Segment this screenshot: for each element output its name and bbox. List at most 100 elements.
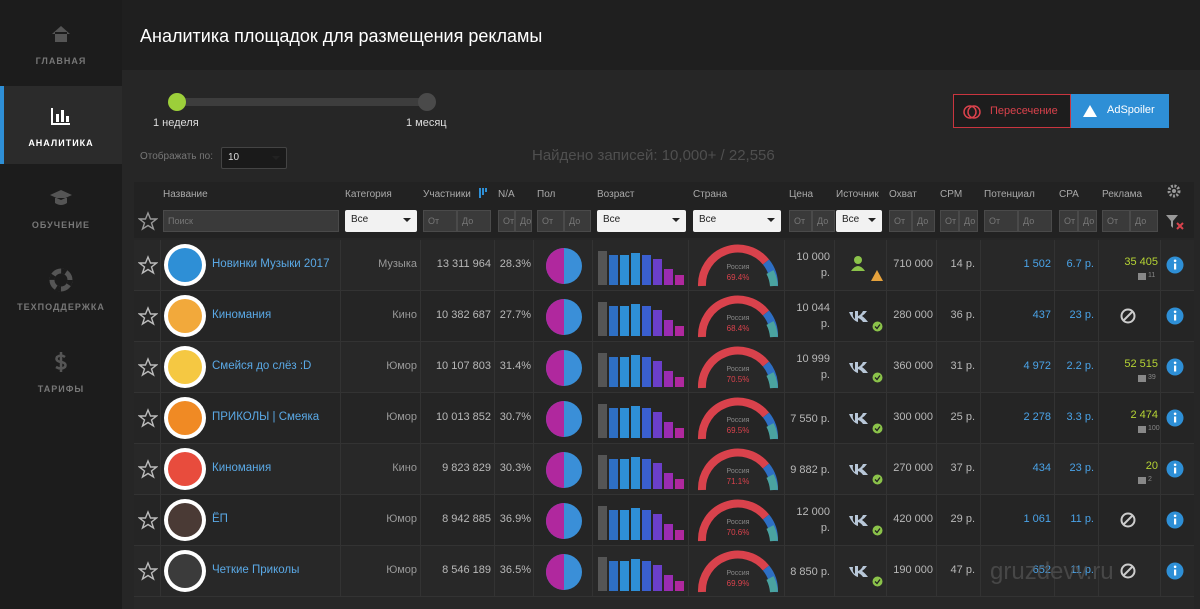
country-name: Россия bbox=[726, 264, 750, 271]
cell-border bbox=[340, 546, 341, 597]
column-header[interactable]: Цена bbox=[789, 189, 814, 200]
category: Кино bbox=[392, 462, 417, 474]
country-share: 70.6% bbox=[726, 528, 750, 537]
filter-from[interactable]: От bbox=[498, 210, 515, 232]
nav-label[interactable]: ГЛАВНАЯ bbox=[35, 56, 87, 66]
nav-label[interactable]: АНАЛИТИКА bbox=[28, 138, 94, 148]
filter-from[interactable]: От bbox=[1059, 210, 1078, 232]
info-button[interactable] bbox=[1166, 409, 1184, 427]
column-header[interactable]: Возраст bbox=[597, 189, 635, 200]
group-name[interactable]: Киномания bbox=[212, 462, 272, 474]
filter-from[interactable]: От bbox=[1102, 210, 1130, 232]
cell-border bbox=[886, 342, 887, 393]
filter-from[interactable]: От bbox=[889, 210, 912, 232]
adspoiler-button[interactable]: AdSpoiler bbox=[1071, 94, 1169, 128]
cell-border bbox=[1054, 342, 1055, 393]
country-share: 69.9% bbox=[726, 579, 750, 588]
filter-select[interactable]: Все bbox=[597, 210, 686, 232]
cell-border bbox=[834, 393, 835, 444]
info-button[interactable] bbox=[1166, 256, 1184, 274]
info-button[interactable] bbox=[1166, 511, 1184, 529]
source-vk bbox=[849, 464, 868, 475]
category: Юмор bbox=[386, 564, 417, 576]
group-name[interactable]: ПРИКОЛЫ | Смеяка bbox=[212, 411, 320, 423]
filter-to[interactable]: До bbox=[912, 210, 935, 232]
column-header[interactable]: Категория bbox=[345, 189, 392, 200]
engagement: 28.3% bbox=[499, 258, 531, 270]
group-name[interactable]: Четкие Приколы bbox=[212, 564, 300, 576]
period-end-label: 1 месяц bbox=[406, 117, 447, 129]
column-header[interactable]: Участники bbox=[423, 189, 471, 200]
intersection-button[interactable]: Пересечение bbox=[953, 94, 1071, 128]
cell-border bbox=[980, 495, 981, 546]
cell-border bbox=[936, 240, 937, 291]
filter-from[interactable]: От bbox=[537, 210, 564, 232]
avatar bbox=[164, 499, 206, 541]
age-bars bbox=[598, 353, 684, 387]
period-end[interactable] bbox=[418, 93, 436, 111]
cell-border bbox=[1054, 546, 1055, 597]
filter-to[interactable]: До bbox=[1018, 210, 1052, 232]
nav-icon bbox=[50, 190, 72, 205]
filter-to[interactable]: До bbox=[457, 210, 491, 232]
page-size-select[interactable]: 10 bbox=[221, 147, 287, 169]
filter-to[interactable]: До bbox=[1130, 210, 1158, 232]
column-header[interactable]: Источник bbox=[836, 189, 879, 200]
cell-border bbox=[494, 546, 495, 597]
members: 9 823 829 bbox=[442, 462, 491, 474]
filter-select[interactable]: Все bbox=[693, 210, 781, 232]
cell-border bbox=[784, 444, 785, 495]
cell-border bbox=[886, 393, 887, 444]
cell-border bbox=[420, 240, 421, 291]
cell-border bbox=[1098, 393, 1099, 444]
filter-to[interactable]: До bbox=[1078, 210, 1097, 232]
filter-to[interactable]: До bbox=[564, 210, 591, 232]
column-header[interactable]: Пол bbox=[537, 189, 556, 200]
column-header[interactable]: Охват bbox=[889, 189, 917, 200]
column-header[interactable]: Название bbox=[163, 189, 208, 200]
cell-border bbox=[1160, 291, 1161, 342]
cell-border bbox=[1098, 495, 1099, 546]
nav-label[interactable]: ОБУЧЕНИЕ bbox=[31, 220, 91, 230]
cell-border bbox=[784, 291, 785, 342]
column-header[interactable]: Потенциал bbox=[984, 189, 1035, 200]
filter-from[interactable]: От bbox=[940, 210, 959, 232]
cell-border bbox=[494, 495, 495, 546]
group-name[interactable]: Смейся до слёз :D bbox=[212, 360, 312, 372]
info-button[interactable] bbox=[1166, 460, 1184, 478]
adspoiler-icon bbox=[1083, 105, 1097, 117]
page-size-label: Отображать по: bbox=[140, 151, 214, 162]
group-name[interactable]: ЁП bbox=[212, 513, 228, 525]
column-header[interactable]: CPA bbox=[1059, 189, 1079, 200]
info-button[interactable] bbox=[1166, 358, 1184, 376]
filter-select[interactable]: Все bbox=[836, 210, 882, 232]
column-header[interactable]: N/A bbox=[498, 189, 515, 200]
cell-border bbox=[1054, 240, 1055, 291]
cell-border bbox=[533, 240, 534, 291]
source-user bbox=[851, 256, 865, 271]
nav-label[interactable]: ТЕХПОДДЕРЖКА bbox=[17, 302, 105, 312]
filter-select[interactable]: Все bbox=[345, 210, 417, 232]
country-gauge bbox=[697, 550, 778, 593]
filter-from[interactable]: От bbox=[984, 210, 1018, 232]
group-name[interactable]: Новинки Музыки 2017 bbox=[212, 258, 330, 270]
column-header[interactable]: Реклама bbox=[1102, 189, 1143, 200]
filter-to[interactable]: До bbox=[959, 210, 978, 232]
found-count: Найдено записей: 10,000+ / 22,556 bbox=[532, 147, 775, 164]
search-input[interactable]: Поиск bbox=[163, 210, 339, 232]
filter-from[interactable]: От bbox=[423, 210, 457, 232]
info-button[interactable] bbox=[1166, 562, 1184, 580]
filter-to[interactable]: До bbox=[515, 210, 532, 232]
group-name[interactable]: Киномания bbox=[212, 309, 272, 321]
cell-border bbox=[936, 291, 937, 342]
period-handle[interactable] bbox=[168, 93, 186, 111]
column-header[interactable]: CPM bbox=[940, 189, 963, 200]
filter-from[interactable]: От bbox=[789, 210, 812, 232]
header-bar bbox=[122, 0, 1200, 70]
column-header[interactable]: Страна bbox=[693, 189, 728, 200]
info-button[interactable] bbox=[1166, 307, 1184, 325]
nav-label[interactable]: ТАРИФЫ bbox=[37, 384, 85, 394]
members: 10 382 687 bbox=[435, 309, 491, 321]
verified-icon bbox=[872, 372, 883, 383]
filter-to[interactable]: До bbox=[812, 210, 835, 232]
